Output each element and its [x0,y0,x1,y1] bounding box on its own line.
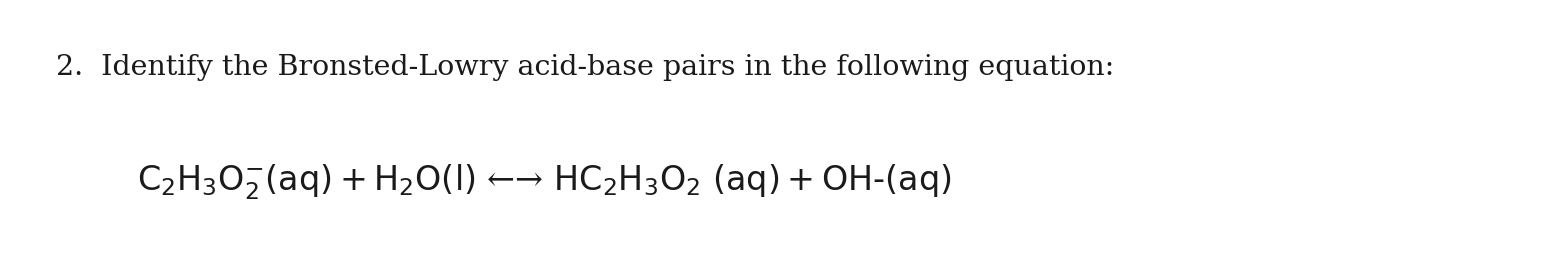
Text: $\rm C_2H_3O_2^{-}(aq) + H_2O(l)$ ←→ $\rm HC_2H_3O_2\ (aq) + OH\text{-}(aq)$: $\rm C_2H_3O_2^{-}(aq) + H_2O(l)$ ←→ $\r… [136,163,951,202]
Text: 2.  Identify the Bronsted-Lowry acid-base pairs in the following equation:: 2. Identify the Bronsted-Lowry acid-base… [55,54,1113,81]
